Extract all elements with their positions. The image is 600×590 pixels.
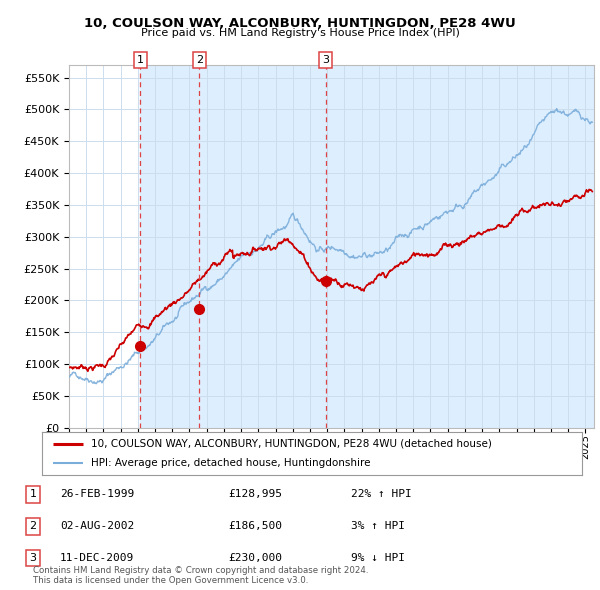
Text: 3% ↑ HPI: 3% ↑ HPI xyxy=(351,522,405,531)
Text: 2: 2 xyxy=(196,55,203,65)
Text: HPI: Average price, detached house, Huntingdonshire: HPI: Average price, detached house, Hunt… xyxy=(91,458,370,468)
Text: Contains HM Land Registry data © Crown copyright and database right 2024.
This d: Contains HM Land Registry data © Crown c… xyxy=(33,566,368,585)
Text: 26-FEB-1999: 26-FEB-1999 xyxy=(60,490,134,499)
Bar xyxy=(140,65,199,428)
Text: 02-AUG-2002: 02-AUG-2002 xyxy=(60,522,134,531)
Text: £230,000: £230,000 xyxy=(228,553,282,563)
Text: Price paid vs. HM Land Registry's House Price Index (HPI): Price paid vs. HM Land Registry's House … xyxy=(140,28,460,38)
Text: 9% ↓ HPI: 9% ↓ HPI xyxy=(351,553,405,563)
Text: £186,500: £186,500 xyxy=(228,522,282,531)
Text: 1: 1 xyxy=(29,490,37,499)
Text: 1: 1 xyxy=(137,55,144,65)
Text: 10, COULSON WAY, ALCONBURY, HUNTINGDON, PE28 4WU: 10, COULSON WAY, ALCONBURY, HUNTINGDON, … xyxy=(84,17,516,30)
Text: £128,995: £128,995 xyxy=(228,490,282,499)
Text: 22% ↑ HPI: 22% ↑ HPI xyxy=(351,490,412,499)
Bar xyxy=(326,65,594,428)
Bar xyxy=(199,65,326,428)
Text: 11-DEC-2009: 11-DEC-2009 xyxy=(60,553,134,563)
Text: 10, COULSON WAY, ALCONBURY, HUNTINGDON, PE28 4WU (detached house): 10, COULSON WAY, ALCONBURY, HUNTINGDON, … xyxy=(91,439,491,449)
Text: 3: 3 xyxy=(322,55,329,65)
Text: 2: 2 xyxy=(29,522,37,531)
Text: 3: 3 xyxy=(29,553,37,563)
